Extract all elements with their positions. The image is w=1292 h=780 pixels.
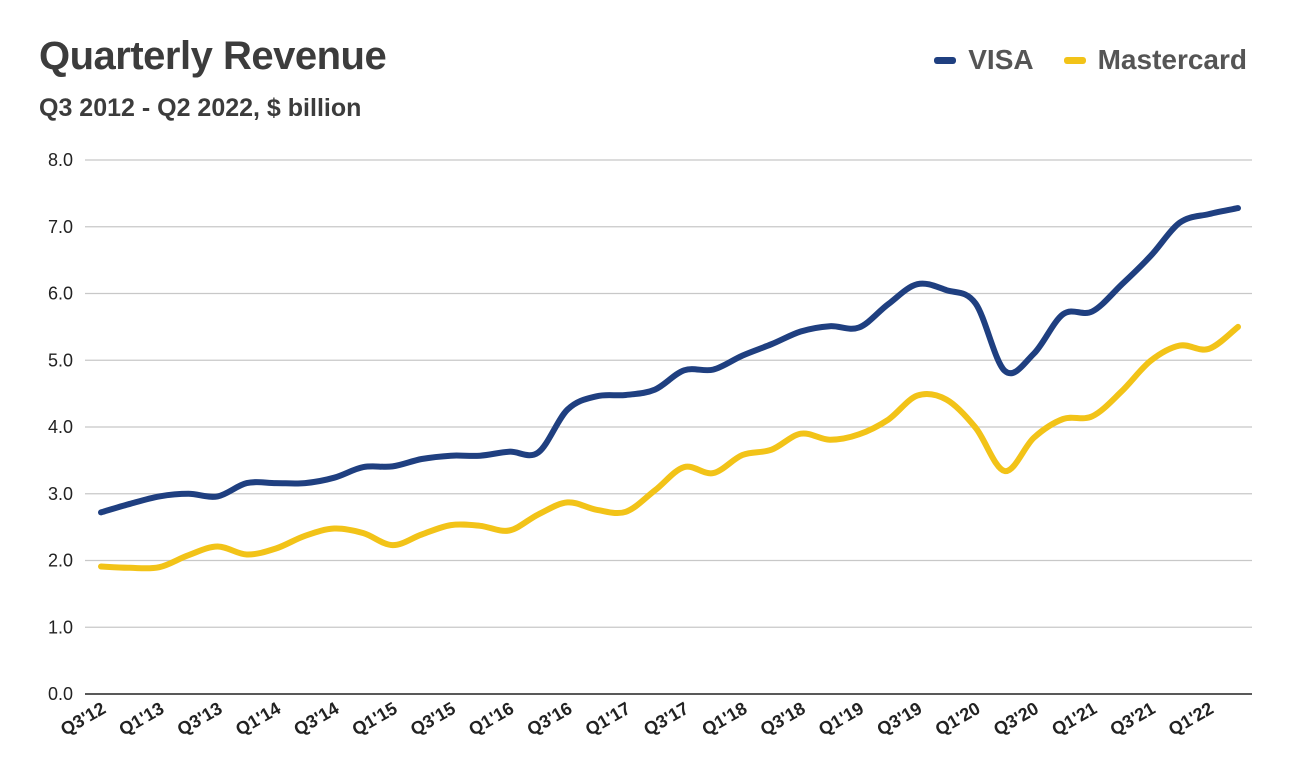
x-tick-label: Q1'19 <box>815 698 867 739</box>
legend-label-mastercard: Mastercard <box>1097 44 1247 75</box>
x-tick-label: Q3'12 <box>57 698 109 739</box>
x-tick-label: Q1'13 <box>115 698 167 739</box>
legend-swatch-visa <box>934 56 957 64</box>
y-tick-label: 2.0 <box>48 551 73 571</box>
y-tick-label: 1.0 <box>48 617 73 637</box>
legend-swatch-mastercard <box>1063 56 1086 64</box>
x-tick-label: Q3'19 <box>873 698 925 739</box>
y-tick-label: 7.0 <box>48 217 73 237</box>
legend: VISA Mastercard <box>934 44 1247 76</box>
y-tick-label: 0.0 <box>48 684 73 704</box>
x-tick-label: Q1'14 <box>232 698 284 739</box>
x-tick-label: Q3'21 <box>1107 698 1159 739</box>
series-line-visa <box>98 205 1241 516</box>
x-tick-label: Q1'18 <box>699 698 751 739</box>
x-tick-label: Q1'22 <box>1165 698 1217 739</box>
chart-title: Quarterly Revenue <box>39 34 387 78</box>
legend-label-visa: VISA <box>968 44 1034 75</box>
x-tick-label: Q1'17 <box>582 698 634 739</box>
chart-subtitle: Q3 2012 - Q2 2022, $ billion <box>39 94 362 122</box>
x-tick-label: Q3'18 <box>757 698 809 739</box>
x-tick-label: Q1'15 <box>349 698 401 739</box>
x-tick-label: Q3'16 <box>524 698 576 739</box>
y-tick-label: 4.0 <box>48 417 73 437</box>
y-tick-label: 8.0 <box>48 150 73 170</box>
x-tick-label: Q3'13 <box>174 698 226 739</box>
y-tick-label: 5.0 <box>48 350 73 370</box>
x-tick-label: Q1'16 <box>465 698 517 739</box>
x-tick-label: Q3'17 <box>640 698 692 739</box>
x-tick-label: Q3'14 <box>290 698 342 739</box>
x-tick-label: Q3'20 <box>990 698 1042 739</box>
y-tick-label: 6.0 <box>48 284 73 304</box>
x-tick-label: Q1'20 <box>932 698 984 739</box>
x-tick-label: Q1'21 <box>1048 698 1100 739</box>
series-line-mastercard <box>98 323 1241 572</box>
legend-item-mastercard: Mastercard <box>1063 44 1247 76</box>
y-tick-label: 3.0 <box>48 484 73 504</box>
x-tick-label: Q3'15 <box>407 698 459 739</box>
legend-item-visa: VISA <box>934 44 1034 76</box>
